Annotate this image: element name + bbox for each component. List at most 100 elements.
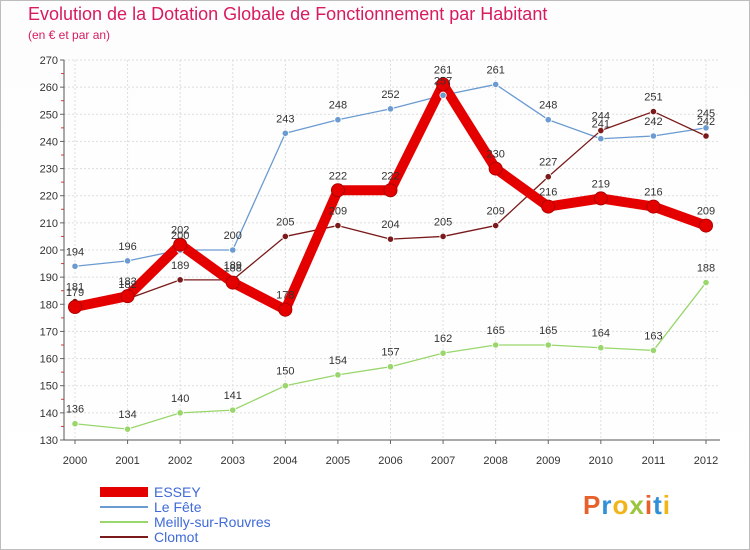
- logo-letter: P: [583, 490, 602, 520]
- data-label: 188: [697, 263, 715, 275]
- data-label: 189: [171, 260, 189, 272]
- y-tick-label: 270: [40, 55, 58, 67]
- x-tick-label: 2004: [273, 455, 297, 467]
- data-label: 251: [644, 92, 662, 104]
- data-point: [544, 116, 552, 124]
- data-point: [439, 349, 447, 357]
- x-tick-label: 2006: [378, 455, 402, 467]
- data-point: [597, 126, 605, 135]
- data-label: 163: [644, 330, 662, 342]
- data-label: 188: [224, 263, 242, 275]
- data-point: [386, 363, 395, 371]
- data-point: [649, 107, 658, 116]
- data-point: [597, 344, 605, 352]
- data-point: [278, 302, 293, 317]
- data-point: [71, 420, 79, 428]
- data-label: 182: [118, 279, 136, 291]
- x-tick-label: 2002: [168, 455, 192, 467]
- data-point: [123, 257, 132, 265]
- data-point: [330, 183, 345, 198]
- data-point: [334, 371, 342, 379]
- data-label: 261: [434, 64, 452, 76]
- data-label: 242: [644, 116, 662, 128]
- data-point: [120, 289, 135, 304]
- data-point: [544, 341, 552, 349]
- logo-letter: r: [601, 490, 613, 520]
- data-label: 183: [118, 276, 136, 288]
- data-label: 200: [171, 230, 189, 242]
- y-tick-label: 190: [40, 272, 58, 284]
- data-point: [176, 276, 184, 284]
- data-label: 244: [592, 111, 610, 123]
- data-point: [702, 132, 710, 140]
- data-label: 230: [486, 149, 504, 161]
- data-label: 257: [434, 75, 452, 87]
- y-tick-label: 220: [40, 191, 58, 203]
- y-tick-label: 180: [40, 299, 58, 311]
- data-point: [699, 218, 713, 233]
- legend: ESSEY Le Fête Meilly-sur-Rouvres Clomot: [100, 484, 271, 545]
- data-label: 205: [434, 216, 452, 228]
- data-label: 141: [224, 390, 242, 402]
- data-label: 162: [434, 333, 452, 345]
- data-label: 154: [329, 355, 347, 367]
- data-point: [281, 232, 289, 241]
- data-point: [229, 406, 237, 414]
- logo-letter: t: [653, 490, 663, 520]
- logo-letter: o: [612, 490, 630, 520]
- data-point: [492, 80, 500, 89]
- chart-title: Evolution de la Dotation Globale de Fonc…: [28, 4, 548, 24]
- data-label: 140: [171, 393, 189, 405]
- data-point: [225, 275, 240, 290]
- data-label: 209: [697, 206, 715, 218]
- data-label: 209: [486, 206, 504, 218]
- data-label: 164: [592, 328, 610, 340]
- data-point: [436, 77, 451, 92]
- x-tick-label: 2012: [694, 455, 718, 467]
- data-point: [334, 221, 342, 230]
- y-tick-label: 260: [40, 82, 58, 94]
- data-label: 248: [329, 100, 347, 112]
- x-tick-label: 2007: [431, 455, 455, 467]
- proxiti-logo: Proxiti: [583, 490, 671, 521]
- data-label: 242: [697, 116, 715, 128]
- data-point: [383, 183, 398, 198]
- data-point: [649, 132, 658, 140]
- data-point: [334, 116, 342, 124]
- data-point: [646, 199, 661, 214]
- data-point: [439, 91, 447, 99]
- legend-label-meilly: Meilly-sur-Rouvres: [154, 513, 271, 530]
- x-tick-label: 2000: [63, 455, 87, 467]
- chart-subtitle: (en € et par an): [28, 28, 111, 42]
- data-point: [173, 237, 188, 252]
- x-tick-label: 2010: [589, 455, 613, 467]
- x-tick-label: 2005: [326, 455, 350, 467]
- data-label: 179: [66, 287, 84, 299]
- data-point: [68, 300, 82, 314]
- data-label: 241: [592, 119, 610, 131]
- data-label: 261: [486, 64, 504, 76]
- y-tick-label: 140: [40, 408, 58, 420]
- data-point: [71, 262, 79, 270]
- data-label: 150: [276, 366, 294, 378]
- data-label: 165: [486, 325, 504, 337]
- data-label: 157: [381, 347, 399, 359]
- data-label: 219: [592, 178, 610, 190]
- data-label: 196: [118, 241, 136, 253]
- data-label: 200: [224, 230, 242, 242]
- data-point: [229, 246, 237, 254]
- legend-item-meilly: Meilly-sur-Rouvres: [100, 513, 271, 530]
- legend-swatch-essey: [100, 486, 148, 497]
- logo-letter: i: [644, 490, 654, 520]
- data-label: 178: [276, 290, 294, 302]
- data-label: 252: [381, 89, 399, 101]
- y-tick-label: 210: [40, 218, 58, 230]
- data-label: 205: [276, 216, 294, 228]
- data-point: [702, 278, 710, 287]
- data-point: [702, 124, 710, 132]
- data-label: 209: [329, 206, 347, 218]
- data-label: 243: [276, 113, 294, 125]
- data-point: [123, 425, 132, 433]
